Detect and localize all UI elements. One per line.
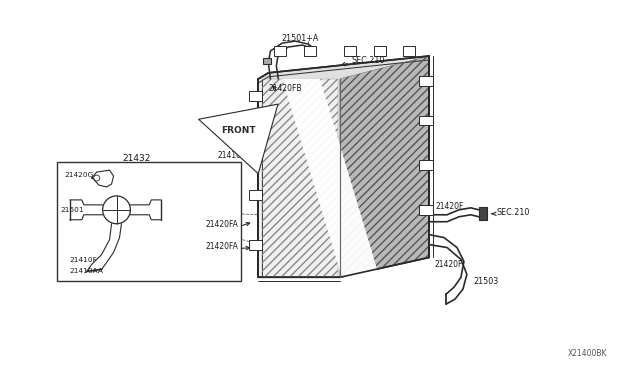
- Text: 21503: 21503: [474, 277, 499, 286]
- Polygon shape: [259, 79, 340, 277]
- Bar: [57, 162, 241, 281]
- Text: 21410F: 21410F: [70, 257, 98, 263]
- Text: 21420FA: 21420FA: [205, 220, 239, 229]
- Text: 21501: 21501: [60, 207, 84, 213]
- Bar: [304, 46, 316, 56]
- Text: SEC.210: SEC.210: [352, 57, 385, 65]
- Text: 21432: 21432: [122, 154, 150, 163]
- Bar: [403, 46, 415, 56]
- Bar: [419, 205, 433, 215]
- Bar: [419, 76, 433, 86]
- Bar: [275, 46, 286, 56]
- Polygon shape: [282, 79, 380, 277]
- Polygon shape: [259, 56, 429, 79]
- Text: X21400BK: X21400BK: [568, 349, 607, 358]
- Text: 21420G: 21420G: [64, 172, 93, 178]
- Text: 21420F: 21420F: [436, 202, 464, 211]
- Text: SEC.210: SEC.210: [497, 208, 530, 217]
- Bar: [374, 46, 385, 56]
- Text: 21410FA: 21410FA: [218, 151, 250, 160]
- Text: 21420FA: 21420FA: [205, 242, 239, 251]
- Bar: [248, 140, 262, 150]
- Bar: [264, 58, 271, 64]
- Text: 21501+A: 21501+A: [282, 33, 319, 43]
- Bar: [248, 240, 262, 250]
- Bar: [419, 116, 433, 125]
- Bar: [248, 190, 262, 200]
- Bar: [248, 91, 262, 101]
- Text: FRONT: FRONT: [198, 104, 278, 174]
- Bar: [344, 46, 356, 56]
- Bar: [419, 160, 433, 170]
- Text: 21420F: 21420F: [434, 260, 463, 269]
- Polygon shape: [340, 56, 429, 277]
- Text: 21410AA: 21410AA: [70, 268, 104, 275]
- Bar: [479, 207, 487, 220]
- Text: 21420FB: 21420FB: [268, 84, 302, 93]
